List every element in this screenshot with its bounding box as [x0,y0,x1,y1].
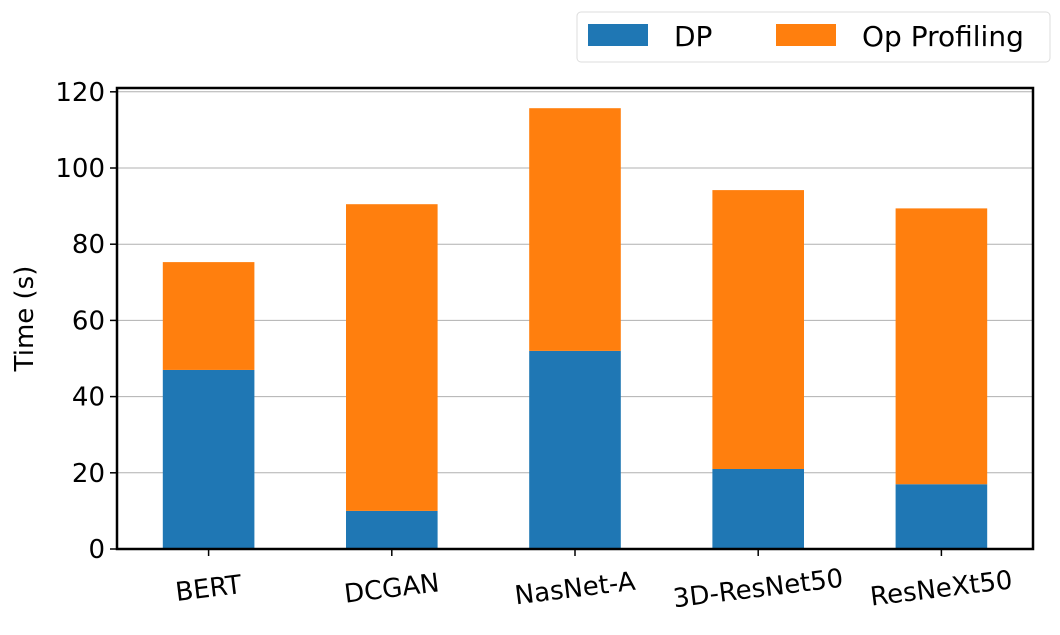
y-tick-label: 0 [88,535,105,565]
bar-dp [895,484,988,549]
x-tick-label: NasNet-A [513,567,637,612]
y-axis-title: Time (s) [10,266,40,373]
y-tick-label: 60 [72,306,105,336]
y-tick-label: 120 [55,78,105,108]
x-tick-label: DCGAN [343,568,442,609]
legend-swatch [776,24,836,46]
bar-op-profiling [162,262,255,370]
x-tick-label: BERT [174,570,244,608]
legend-label: DP [674,20,712,53]
plot-frame [115,86,1035,551]
bar-dp [712,468,804,549]
bar-dp [529,350,621,549]
bar-op-profiling [529,108,621,351]
bar-op-profiling [712,190,804,469]
legend-swatch [588,24,648,46]
y-tick-label: 100 [55,154,105,184]
bar-op-profiling [346,204,438,511]
bars [162,108,988,549]
bar-dp [162,369,255,549]
legend: DP Op Profiling [576,11,1051,63]
x-tick-label: 3D-ResNet50 [671,564,844,615]
bar-dp [346,510,438,549]
x-tick-label: ResNeXt50 [869,565,1015,612]
y-tick-label: 40 [72,383,105,413]
y-tick-label: 80 [72,230,105,260]
y-tick-label: 20 [72,459,105,489]
legend-label: Op Profiling [862,20,1024,53]
bar-op-profiling [895,208,988,485]
